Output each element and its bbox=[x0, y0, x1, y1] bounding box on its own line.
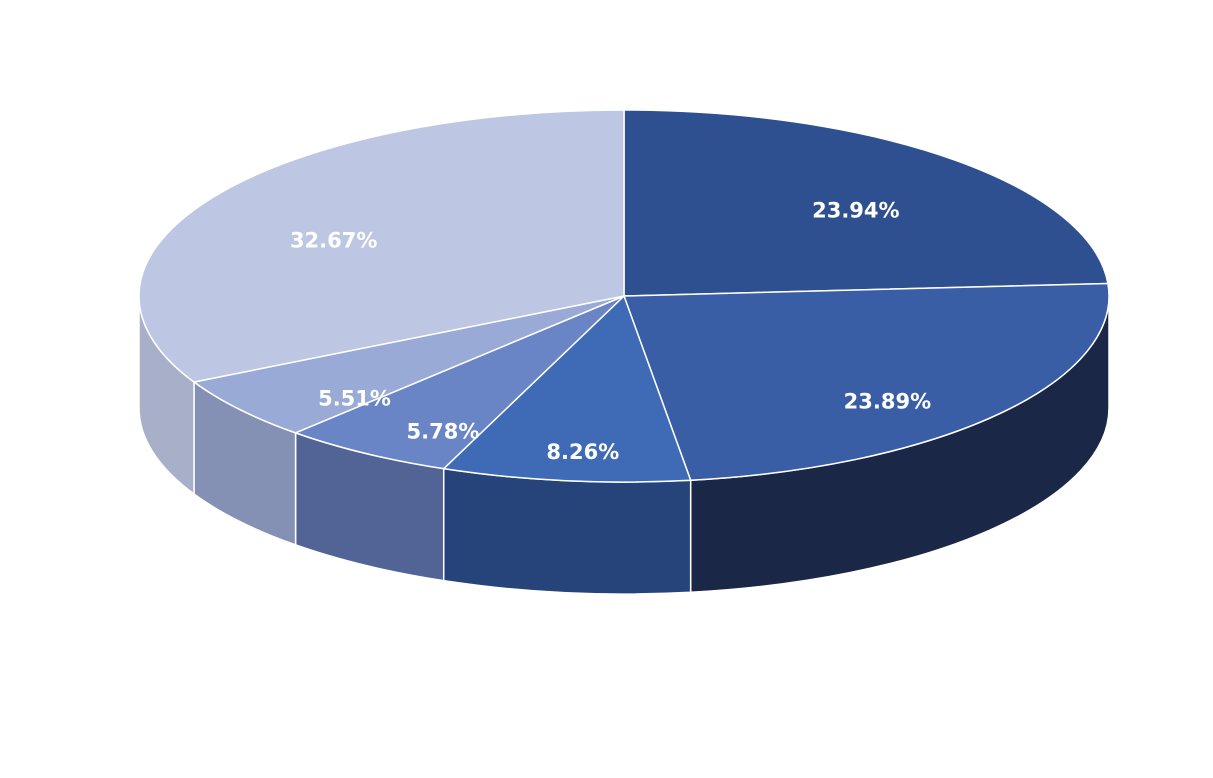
slice bbox=[192, 295, 625, 434]
slice bbox=[138, 109, 625, 383]
data-label: 23.94% bbox=[812, 199, 899, 223]
data-label: 5.78% bbox=[407, 420, 480, 444]
data-label: 23.89% bbox=[844, 389, 931, 413]
slice bbox=[622, 282, 1110, 482]
slice bbox=[442, 294, 692, 483]
data-label: 8.26% bbox=[546, 440, 619, 464]
slice bbox=[623, 109, 1109, 297]
data-label: 32.67% bbox=[290, 228, 377, 252]
data-label: 5.51% bbox=[318, 386, 391, 410]
slice bbox=[293, 295, 625, 470]
slice-side bbox=[442, 467, 692, 595]
